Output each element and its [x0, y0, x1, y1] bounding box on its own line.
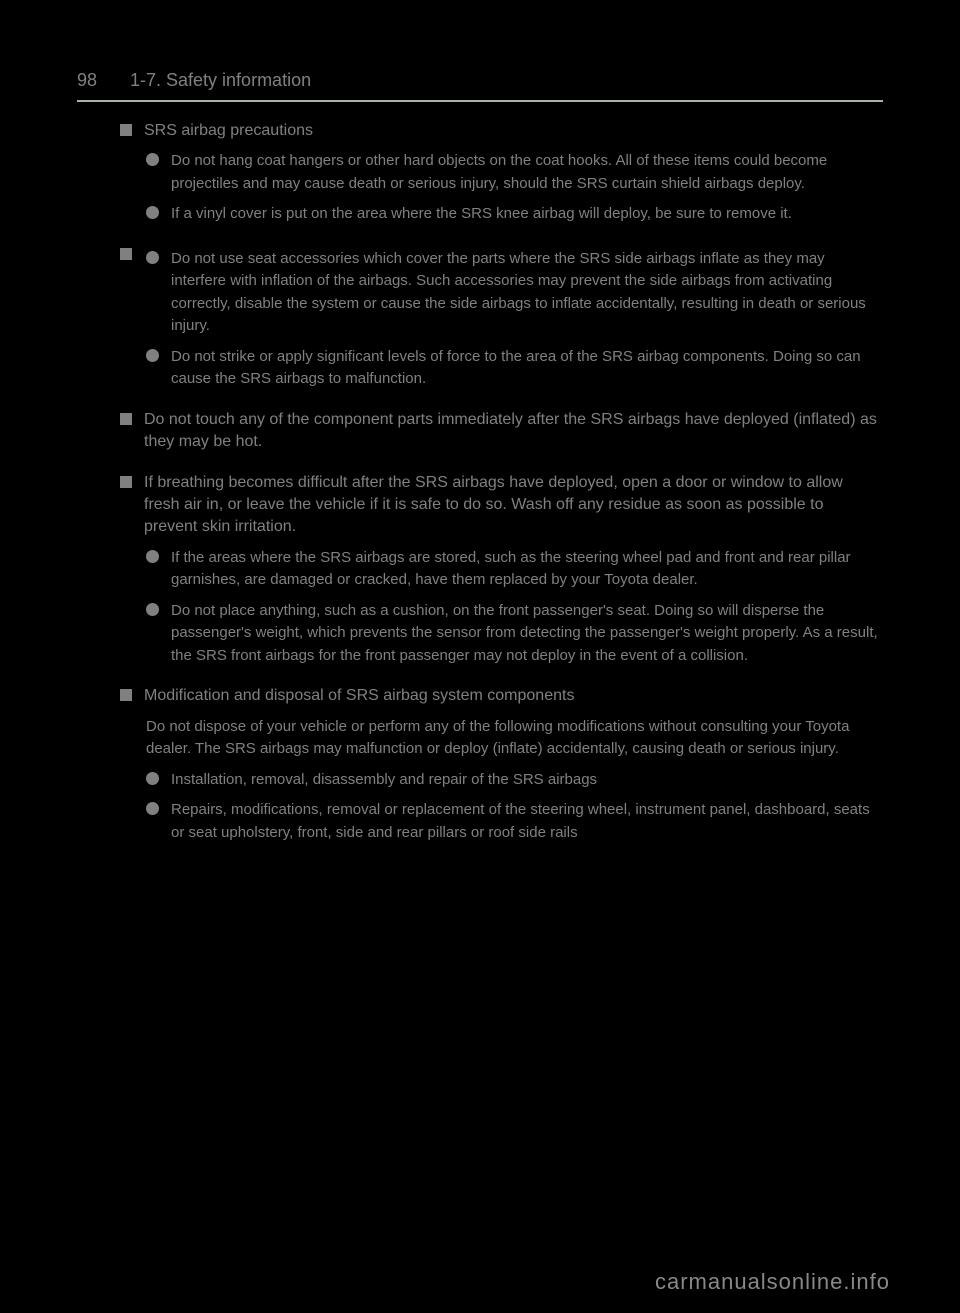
- bullet-text: Do not place anything, such as a cushion…: [171, 600, 880, 668]
- section-paragraph: Do not dispose of your vehicle or perfor…: [146, 716, 880, 761]
- section-block: Do not touch any of the component parts …: [120, 409, 880, 454]
- section-title-text: Do not touch any of the component parts …: [144, 409, 880, 454]
- header-divider: [77, 100, 883, 102]
- bullet-text: Do not use seat accessories which cover …: [171, 248, 880, 338]
- bullet-text: If a vinyl cover is put on the area wher…: [171, 203, 792, 226]
- section-block: Do not use seat accessories which cover …: [120, 244, 880, 391]
- circle-bullet-icon: [146, 603, 159, 616]
- circle-bullet-icon: [146, 251, 159, 264]
- page-content: SRS airbag precautions Do not hang coat …: [120, 120, 880, 862]
- section-title-text: Modification and disposal of SRS airbag …: [144, 685, 574, 707]
- bullet-text: Do not strike or apply significant level…: [171, 346, 880, 391]
- square-bullet-icon: [120, 689, 132, 701]
- section-title-row: Do not touch any of the component parts …: [120, 409, 880, 454]
- section-title-text: If breathing becomes difficult after the…: [144, 472, 880, 539]
- circle-bullet-icon: [146, 772, 159, 785]
- section-header: 1-7. Safety information: [130, 70, 311, 91]
- circle-bullet-icon: [146, 550, 159, 563]
- square-bullet-icon: [120, 248, 132, 260]
- bullet-item: Do not strike or apply significant level…: [146, 346, 880, 391]
- circle-bullet-icon: [146, 153, 159, 166]
- section-title-row: If breathing becomes difficult after the…: [120, 472, 880, 539]
- bullet-text: Do not hang coat hangers or other hard o…: [171, 150, 880, 195]
- section-block: Modification and disposal of SRS airbag …: [120, 685, 880, 844]
- section-block: SRS airbag precautions Do not hang coat …: [120, 120, 880, 226]
- watermark-text: carmanualsonline.info: [655, 1269, 890, 1295]
- bullet-item: If a vinyl cover is put on the area wher…: [146, 203, 880, 226]
- bullet-item: Do not place anything, such as a cushion…: [146, 600, 880, 668]
- circle-bullet-icon: [146, 802, 159, 815]
- bullet-text: If the areas where the SRS airbags are s…: [171, 547, 880, 592]
- section-block: If breathing becomes difficult after the…: [120, 472, 880, 668]
- page-number: 98: [77, 70, 97, 91]
- bullet-text: Repairs, modifications, removal or repla…: [171, 799, 880, 844]
- circle-bullet-icon: [146, 349, 159, 362]
- square-bullet-icon: [120, 413, 132, 425]
- circle-bullet-icon: [146, 206, 159, 219]
- bullet-item: Do not hang coat hangers or other hard o…: [146, 150, 880, 195]
- bullet-item: If the areas where the SRS airbags are s…: [146, 547, 880, 592]
- bullet-item: Repairs, modifications, removal or repla…: [146, 799, 880, 844]
- square-bullet-icon: [120, 476, 132, 488]
- bullet-text: Installation, removal, disassembly and r…: [171, 769, 597, 792]
- section-title-row: SRS airbag precautions: [120, 120, 880, 142]
- section-title-text: SRS airbag precautions: [144, 120, 313, 142]
- bullet-item: Do not use seat accessories which cover …: [146, 248, 880, 338]
- section-title-row: Modification and disposal of SRS airbag …: [120, 685, 880, 707]
- square-bullet-icon: [120, 124, 132, 136]
- bullet-item: Installation, removal, disassembly and r…: [146, 769, 880, 792]
